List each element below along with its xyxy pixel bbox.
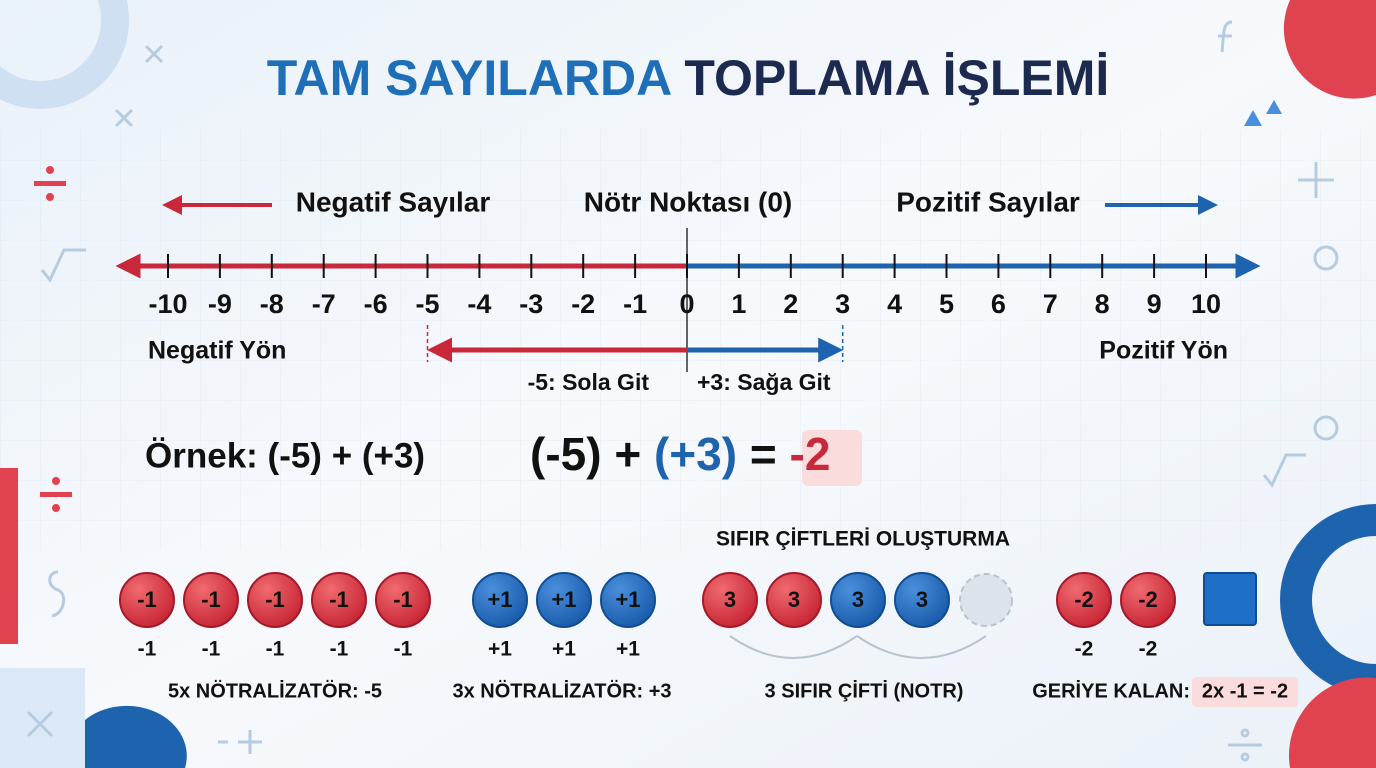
tick-label: -2	[571, 289, 595, 319]
tick-label: -5	[415, 289, 439, 319]
equation-equals: =	[750, 428, 777, 480]
pair-arcs	[729, 635, 987, 659]
neutral-label: Nötr Noktası (0)	[584, 186, 792, 217]
chip	[375, 572, 431, 628]
tick-label: 4	[887, 289, 902, 319]
equation-plus: +	[614, 428, 641, 480]
chip-sub: +1	[488, 638, 512, 661]
tick-label: 0	[679, 289, 694, 319]
title: TAM SAYILARDA TOPLAMA İŞLEMİ	[267, 50, 1110, 106]
chip-sub: -1	[394, 638, 413, 661]
negative-direction: Negatif Yön	[148, 337, 286, 365]
chip-label: +1	[487, 587, 512, 612]
chip-label: 3	[916, 587, 928, 612]
example-label: Örnek: (-5) + (+3)	[145, 436, 425, 475]
tick-label: 1	[731, 289, 746, 319]
chip-label: +1	[615, 587, 640, 612]
tick-label: -4	[467, 289, 491, 319]
chip	[766, 572, 822, 628]
title-part1: TAM SAYILARDA	[267, 50, 671, 106]
positive-label: Pozitif Sayılar	[896, 186, 1080, 217]
group-caption: 3 SIFIR ÇİFTİ (NOTR)	[765, 679, 964, 702]
equation-result: -2	[790, 428, 831, 480]
chip-label: 3	[788, 587, 800, 612]
chip	[1120, 572, 1176, 628]
tick-label: 7	[1043, 289, 1058, 319]
chip-label: -2	[1074, 587, 1094, 612]
tick-label: 9	[1147, 289, 1162, 319]
tick-label: -8	[260, 289, 284, 319]
chip	[600, 572, 656, 628]
result-highlight	[802, 430, 862, 486]
chip-label: -1	[137, 587, 157, 612]
chip-sub: -1	[202, 638, 221, 661]
equation: (-5) + (+3) = -2	[530, 428, 830, 480]
chip-label: -2	[1138, 587, 1158, 612]
caption-highlight-bg	[1192, 677, 1298, 707]
tick-label: -3	[519, 289, 543, 319]
chip-sub: -1	[138, 638, 157, 661]
chip	[1056, 572, 1112, 628]
tick-label: 3	[835, 289, 850, 319]
chip	[894, 572, 950, 628]
remainder-square	[1203, 572, 1257, 626]
negative-label: Negatif Sayılar	[296, 186, 491, 217]
group-caption: 5x NÖTRALİZATÖR: -5	[168, 679, 382, 702]
group-caption: GERİYE KALAN:	[1032, 679, 1190, 702]
title-part2: TOPLAMA İŞLEMİ	[684, 50, 1109, 106]
chip-label: 3	[724, 587, 736, 612]
group-caption: 3x NÖTRALİZATÖR: +3	[452, 679, 671, 702]
chip-label: -1	[265, 587, 285, 612]
tick-label: 5	[939, 289, 954, 319]
equation-a: (-5)	[530, 428, 602, 480]
chip	[247, 572, 303, 628]
empty-chip	[959, 573, 1013, 627]
chip-label: -1	[329, 587, 349, 612]
chip-sub: -2	[1075, 638, 1094, 661]
tick-label: -7	[312, 289, 336, 319]
tick-label: -9	[208, 289, 232, 319]
move-label: -5: Sola Git	[528, 369, 650, 395]
chip-label: -1	[393, 587, 413, 612]
chip	[536, 572, 592, 628]
chip-sub: +1	[616, 638, 640, 661]
chip-label: +1	[551, 587, 576, 612]
positive-direction: Pozitif Yön	[1099, 337, 1228, 365]
chip-label: 3	[852, 587, 864, 612]
tick-label: -6	[364, 289, 388, 319]
tick-label: 10	[1191, 289, 1221, 319]
chip	[472, 572, 528, 628]
chip-sub: +1	[552, 638, 576, 661]
chip-label: -1	[201, 587, 221, 612]
tick-label: 8	[1095, 289, 1110, 319]
chip-sub: -1	[330, 638, 349, 661]
chip	[311, 572, 367, 628]
group-caption-highlight: 2x -1 = -2	[1202, 680, 1288, 702]
chip	[830, 572, 886, 628]
zero-pairs-heading: SIFIR ÇİFTLERİ OLUŞTURMA	[716, 528, 1010, 551]
tick-label: 6	[991, 289, 1006, 319]
tick-label: 2	[783, 289, 798, 319]
chip	[183, 572, 239, 628]
chip	[119, 572, 175, 628]
chip-sub: -2	[1139, 638, 1158, 661]
chip	[702, 572, 758, 628]
tick-label: -10	[148, 289, 187, 319]
equation-b: (+3)	[654, 428, 737, 480]
move-label: +3: Sağa Git	[697, 369, 831, 395]
tick-label: -1	[623, 289, 647, 319]
grid-pattern	[0, 130, 1376, 550]
chip-sub: -1	[266, 638, 285, 661]
